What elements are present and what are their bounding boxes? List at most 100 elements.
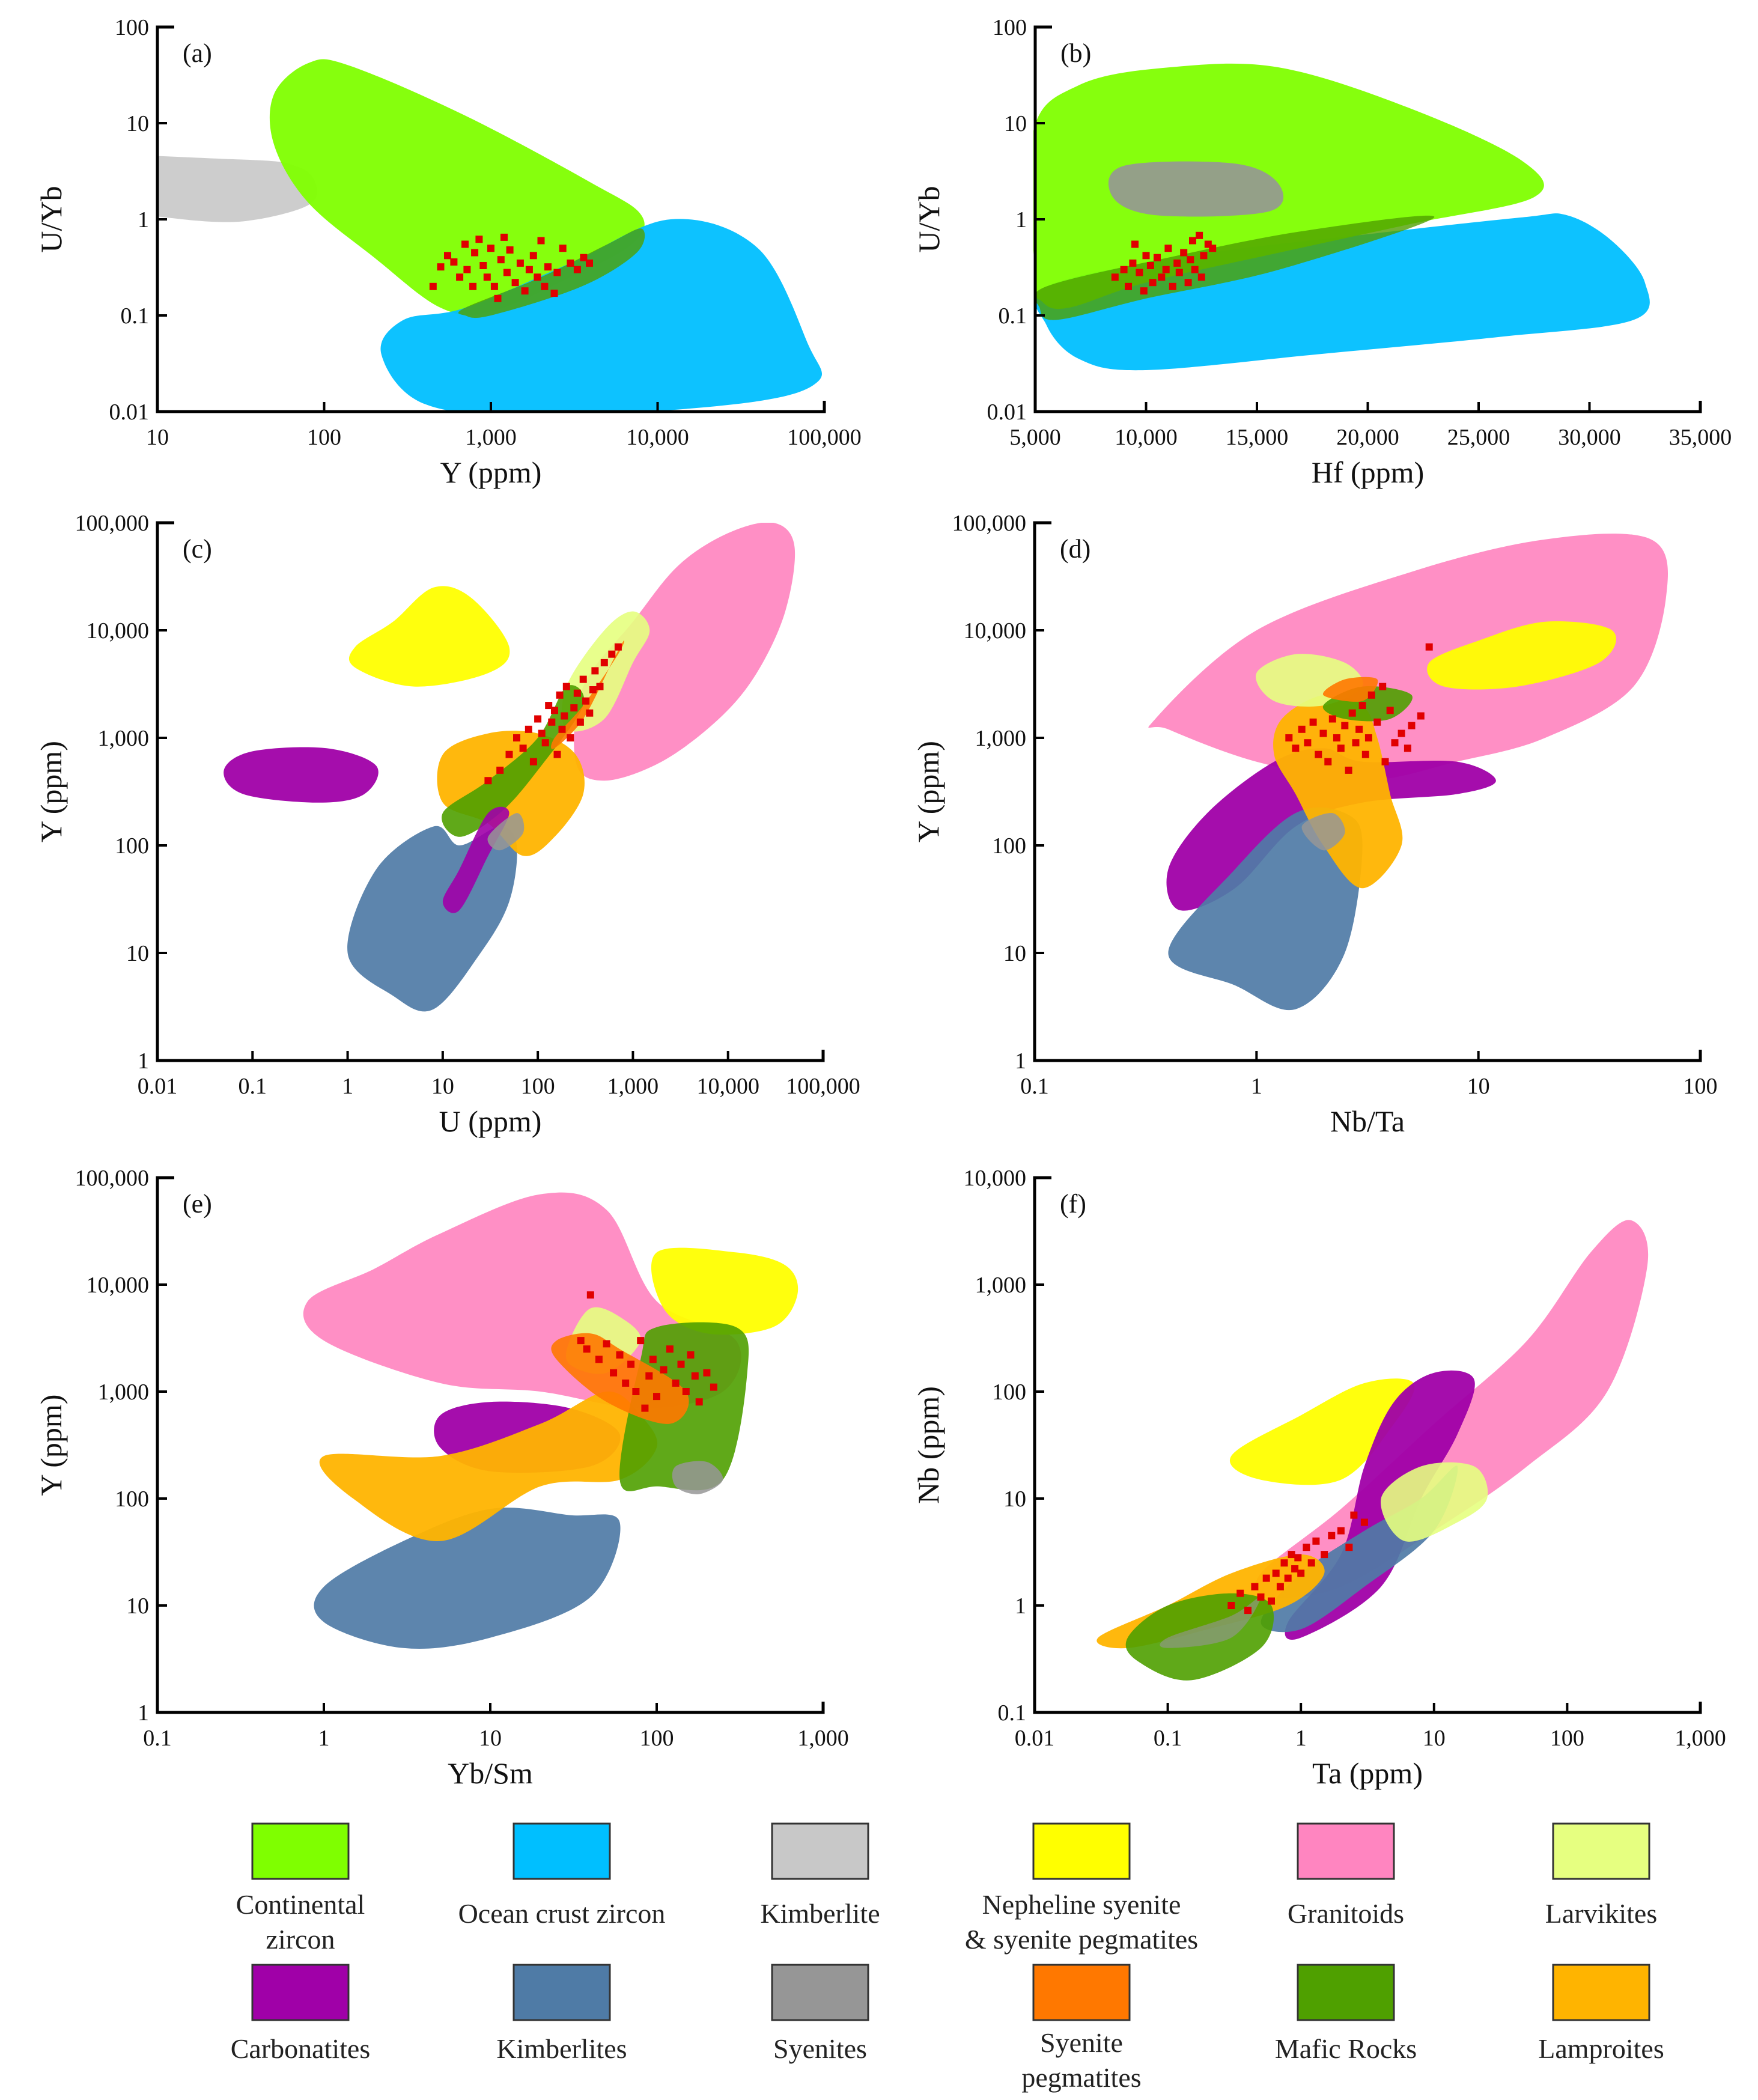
y-tick-label: 10,000 xyxy=(964,1166,1027,1191)
sample-point xyxy=(567,734,574,741)
y-tick-label: 1 xyxy=(138,1700,149,1726)
sample-point xyxy=(573,266,581,273)
x-axis-label: U (ppm) xyxy=(439,1104,542,1138)
sample-point xyxy=(622,1379,630,1387)
field-granitoids xyxy=(303,1192,741,1408)
sample-point xyxy=(521,287,529,295)
y-tick-label: 100 xyxy=(115,833,149,859)
panel-e-axes: 0.1 1 10 100 1,0001101001,00010,000100,000Yb… xyxy=(34,1166,849,1790)
sample-point xyxy=(672,1379,680,1387)
y-tick-label: 10,000 xyxy=(87,1273,150,1298)
sample-point xyxy=(586,709,594,717)
field-syenite_peg xyxy=(1322,677,1378,702)
sample-point xyxy=(519,744,527,752)
sample-point xyxy=(1288,1551,1295,1559)
sample-point xyxy=(1262,1574,1270,1582)
field-mafic xyxy=(458,228,645,318)
legend-swatch xyxy=(251,1964,350,2021)
panel-f-chart: 0.01 0.1 1 10 100 1,0000.11101001,00010,000Ta… xyxy=(911,1166,1726,1790)
x-tick-label: 1 xyxy=(1251,1074,1262,1099)
panel-f-axes: 0.01 0.1 1 10 100 1,0000.11101001,00010,000Ta… xyxy=(911,1166,1726,1790)
y-tick-label: 1 xyxy=(138,207,149,233)
sample-point xyxy=(1297,1569,1305,1577)
sample-point xyxy=(534,715,542,723)
sample-point xyxy=(513,734,520,741)
sample-point xyxy=(637,1337,645,1345)
sample-point xyxy=(1158,273,1166,281)
sample-point xyxy=(516,259,524,267)
x-tick-label: 35,000 xyxy=(1669,425,1732,450)
legend-swatch xyxy=(1032,1964,1131,2021)
sample-point xyxy=(541,739,549,747)
y-tick-label: 0.1 xyxy=(121,303,150,329)
sample-point xyxy=(653,1393,660,1401)
field-syenite_peg xyxy=(551,640,625,749)
sample-point xyxy=(1268,1597,1275,1605)
x-tick-label: 0.1 xyxy=(1020,1074,1049,1099)
legend-swatch xyxy=(1032,1822,1131,1880)
sample-point xyxy=(1425,643,1433,651)
field-lamproites xyxy=(319,1391,658,1541)
legend-swatch xyxy=(1297,1822,1395,1880)
field-nepheline xyxy=(1229,1378,1415,1485)
x-tick-label: 25,000 xyxy=(1447,425,1510,450)
legend-swatch xyxy=(512,1822,611,1880)
x-axis-label: Nb/Ta xyxy=(1330,1104,1405,1138)
y-tick-label: 1,000 xyxy=(98,1380,150,1405)
x-tick-label: 10,000 xyxy=(1115,425,1178,450)
sample-point xyxy=(1337,1527,1345,1535)
sample-point xyxy=(475,236,483,243)
sample-point xyxy=(1386,707,1394,714)
sample-point xyxy=(463,266,471,273)
panel-label: (f) xyxy=(1060,1189,1086,1219)
y-axis-label: Y (ppm) xyxy=(34,741,68,842)
y-tick-label: 100 xyxy=(992,1380,1026,1405)
sample-point xyxy=(461,240,469,248)
y-tick-label: 1 xyxy=(1015,1593,1026,1619)
sample-point xyxy=(1337,744,1345,752)
sample-point xyxy=(529,758,537,765)
field-continental xyxy=(1033,63,1544,309)
sample-point xyxy=(1197,273,1205,281)
field-syenites xyxy=(672,1461,723,1494)
sample-point xyxy=(1196,231,1203,239)
sample-point xyxy=(1408,722,1416,729)
field-syenites xyxy=(1301,812,1345,851)
sample-point xyxy=(1381,758,1389,765)
field-syenites xyxy=(487,813,525,851)
legend-swatch xyxy=(771,1964,869,2021)
x-tick-label: 1,000 xyxy=(607,1074,659,1099)
field-ocean xyxy=(380,219,823,412)
panel-d-fields xyxy=(1148,534,1668,1011)
sample-point xyxy=(1355,725,1363,733)
field-nepheline xyxy=(1427,621,1616,690)
sample-point xyxy=(553,750,561,758)
y-tick-label: 10 xyxy=(126,1593,149,1619)
sample-point xyxy=(573,689,581,697)
panel-a-axes: 10 100 1,000 10,000 100,000 0.01 0.1 1 10 100 Y (p… xyxy=(34,15,862,489)
field-continental xyxy=(269,59,645,315)
sample-point xyxy=(1164,245,1172,252)
sample-point xyxy=(538,729,546,737)
legend-item-syenites: Syenites xyxy=(771,1964,869,2064)
sample-point xyxy=(1328,1532,1336,1539)
sample-point xyxy=(1272,1569,1280,1577)
sample-point xyxy=(562,683,570,690)
panel-f-samples xyxy=(1227,1511,1368,1615)
x-tick-label: 10,000 xyxy=(626,425,689,450)
legend-item-carbonatites: Carbonatites xyxy=(231,1964,370,2064)
sample-point xyxy=(1227,1602,1235,1609)
x-tick-label: 10 xyxy=(1423,1726,1446,1751)
field-kimberlite xyxy=(156,156,318,222)
y-axis-label: U/Yb xyxy=(34,186,68,252)
y-tick-label: 1,000 xyxy=(975,726,1027,751)
sample-point xyxy=(591,667,599,675)
y-tick-label: 10 xyxy=(1004,111,1027,136)
sample-point xyxy=(1285,734,1293,741)
sample-point xyxy=(1398,729,1405,737)
field-nepheline xyxy=(348,586,510,687)
field-syenites xyxy=(1160,1596,1261,1648)
panel-a-chart: 10 100 1,000 10,000 100,000 0.01 0.1 1 10 100 Y (p… xyxy=(34,15,862,489)
sample-point xyxy=(487,245,494,252)
sample-point xyxy=(579,675,587,683)
